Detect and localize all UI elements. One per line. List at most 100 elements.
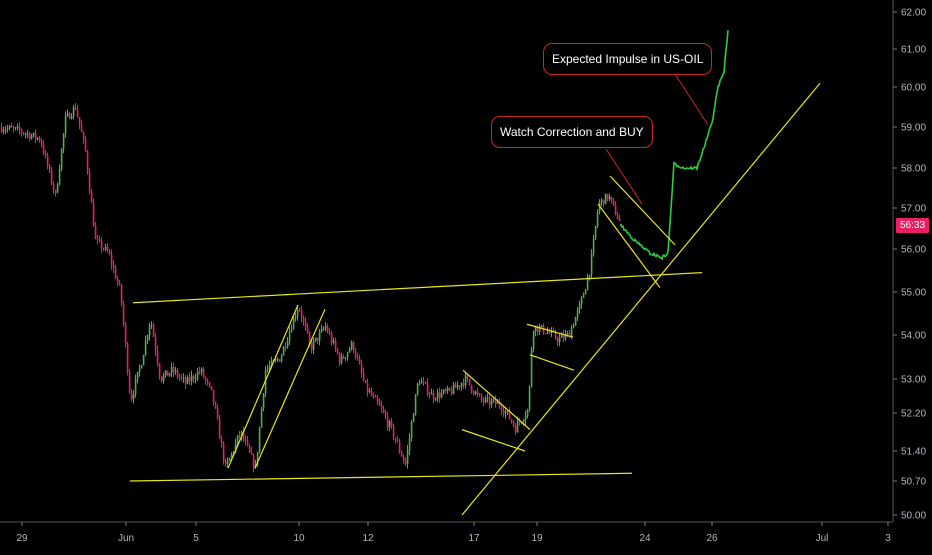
candle-body — [318, 332, 321, 341]
candle-body — [502, 410, 505, 414]
candle-body — [206, 380, 209, 383]
candle-body — [0, 127, 3, 132]
candle-body — [28, 133, 31, 139]
candle-body — [204, 377, 207, 381]
candle-body — [312, 340, 315, 350]
candle-body — [102, 248, 105, 250]
candle-body — [588, 274, 591, 278]
candle-body — [612, 199, 615, 205]
candle-body — [122, 303, 125, 325]
candle-body — [182, 377, 185, 379]
candle-body — [22, 132, 25, 134]
trendline-channel-bottom — [129, 472, 633, 482]
candle-body — [262, 393, 265, 409]
candle-body — [572, 325, 575, 328]
candle-body — [314, 337, 317, 341]
candle-body — [430, 392, 433, 395]
annotation-connectors — [605, 73, 709, 205]
candle-body — [44, 153, 47, 156]
candle-body — [100, 240, 103, 249]
candle-body — [190, 375, 193, 382]
candle-body — [66, 113, 69, 116]
candle-body — [72, 107, 75, 117]
candle-body — [134, 379, 137, 395]
candle-body — [436, 392, 439, 400]
candle-body — [154, 336, 157, 351]
candle-body — [526, 409, 529, 416]
candle-body — [4, 129, 7, 131]
price-tick-label: 55.00 — [901, 288, 926, 299]
candle-body — [596, 211, 599, 226]
price-tick-label: 50.70 — [901, 477, 926, 488]
time-tick-label: 12 — [362, 533, 374, 544]
time-tick-label: Jun — [118, 533, 134, 544]
price-tick-label: 61.00 — [901, 45, 926, 56]
price-tick-label: 50.00 — [901, 511, 926, 522]
candle-body — [524, 415, 527, 421]
current-price-badge: 56:33 — [896, 218, 930, 233]
time-tick-label: 29 — [16, 533, 28, 544]
candle-body — [428, 394, 431, 396]
candle-body — [334, 340, 337, 349]
candle-body — [394, 437, 397, 441]
candle-body — [554, 331, 557, 339]
price-tick-label: 54.00 — [901, 331, 926, 342]
candle-body — [364, 380, 367, 383]
candle-body — [308, 332, 311, 343]
candle-body — [338, 353, 341, 363]
candle-body — [52, 183, 55, 191]
candle-body — [310, 342, 313, 350]
candle-body — [474, 391, 477, 394]
candle-body — [618, 219, 621, 222]
candle-body — [606, 194, 609, 200]
candle-body — [466, 375, 469, 379]
candle-body — [226, 460, 229, 464]
candle-body — [30, 135, 33, 139]
candle-body — [236, 435, 239, 444]
candle-body — [300, 310, 303, 318]
axes-layer: 50.00 50.70 51.40 52.20 53.00 54.00 55.00 56.00… — [0, 0, 926, 544]
candle-body — [534, 325, 537, 332]
trendline-channel-top — [132, 272, 703, 304]
candle-body — [268, 365, 271, 369]
candle-body — [248, 445, 251, 453]
candle-body — [270, 360, 273, 366]
candle-body — [298, 310, 301, 312]
candle-body — [170, 366, 173, 374]
candle-body — [454, 384, 457, 388]
candle-body — [410, 422, 413, 438]
candle-body — [20, 130, 23, 133]
candle-body — [34, 132, 37, 139]
candle-body — [324, 326, 327, 329]
candle-body — [464, 375, 467, 386]
candle-body — [36, 137, 39, 139]
candle-body — [84, 138, 87, 152]
candle-body — [576, 309, 579, 318]
candle-body — [448, 387, 451, 391]
candle-body — [478, 393, 481, 396]
candles-layer — [0, 103, 621, 473]
candle-body — [476, 391, 479, 394]
candle-body — [440, 392, 443, 398]
candle-body — [260, 408, 263, 428]
candle-body — [228, 458, 231, 461]
candle-body — [316, 337, 319, 341]
time-tick-label: 17 — [468, 533, 480, 544]
candle-body — [530, 348, 533, 387]
candle-body — [406, 450, 409, 464]
candle-body — [282, 346, 285, 356]
candle-body — [222, 443, 225, 462]
candle-body — [214, 402, 217, 408]
candle-body — [130, 392, 133, 400]
candle-body — [444, 389, 447, 392]
candle-body — [494, 399, 497, 404]
candle-body — [332, 340, 335, 343]
price-tick-label: 56.00 — [901, 245, 926, 256]
candle-body — [592, 238, 595, 254]
candle-body — [450, 390, 453, 394]
candle-body — [138, 368, 141, 372]
candle-body — [186, 377, 189, 384]
candle-body — [56, 184, 59, 193]
candle-body — [378, 402, 381, 406]
